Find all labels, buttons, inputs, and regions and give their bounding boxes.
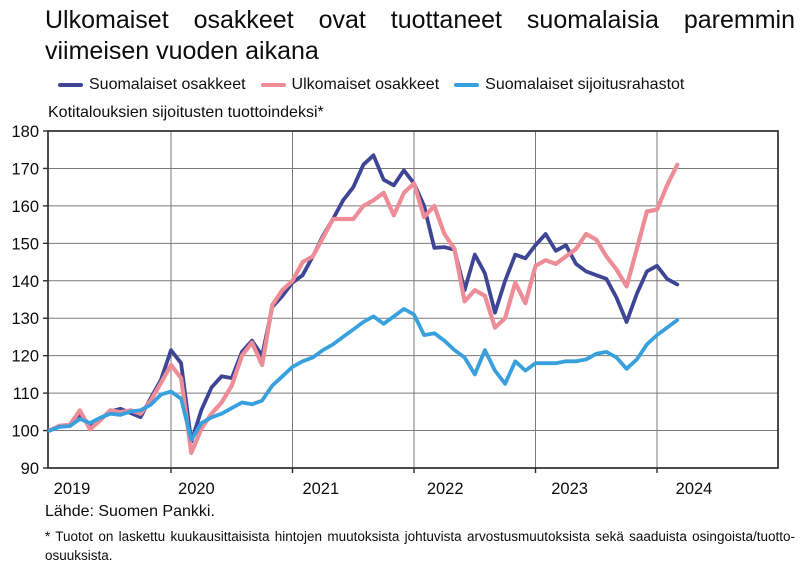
y-axis-label-130: 130 xyxy=(11,310,39,328)
y-axis-label-150: 150 xyxy=(11,235,39,253)
y-axis-label-90: 90 xyxy=(21,460,39,478)
x-axis-label-2020: 2020 xyxy=(178,480,215,498)
legend-item-suomalaiset-osakkeet: Suomalaiset osakkeet xyxy=(58,76,246,94)
legend-label-ulkomaiset-osakkeet: Ulkomaiset osakkeet xyxy=(291,76,440,93)
x-axis-label-2023: 2023 xyxy=(551,480,588,498)
source-note: Lähde: Suomen Pankki. xyxy=(45,503,215,520)
y-axis-label-110: 110 xyxy=(13,385,39,403)
legend-swatch-suomalaiset-osakkeet xyxy=(58,83,83,87)
x-axis-label-2024: 2024 xyxy=(676,480,713,498)
legend-label-suomalaiset-sijoitusrahastot: Suomalaiset sijoitusrahastot xyxy=(485,76,685,93)
tuottoindeksi-line-chart: 90 100 110 120 130 140 150 160 170 180 2019 2020 202… xyxy=(11,123,779,498)
legend-item-ulkomaiset-osakkeet: Ulkomaiset osakkeet xyxy=(260,76,440,94)
axis-subtitle: Kotitalouksien sijoitusten tuottoindeksi… xyxy=(48,104,324,121)
y-axis-label-170: 170 xyxy=(11,160,39,178)
y-axis-label-140: 140 xyxy=(11,273,39,291)
x-axis-label-2019: 2019 xyxy=(54,480,91,498)
y-axis-label-120: 120 xyxy=(11,348,39,366)
legend-swatch-ulkomaiset-osakkeet xyxy=(260,83,286,87)
series-line-suomalaiset-sijoitusrahastot xyxy=(47,306,680,442)
plot-frame xyxy=(47,130,779,469)
legend-label-suomalaiset-osakkeet: Suomalaiset osakkeet xyxy=(89,76,246,93)
series-line-ulkomaiset-osakkeet xyxy=(47,162,680,456)
y-axis-label-160: 160 xyxy=(11,198,39,216)
y-axis-label-100: 100 xyxy=(11,423,39,441)
legend-swatch-suomalaiset-sijoitusrahastot xyxy=(454,83,480,87)
chart-title: Ulkomaiset osakkeet ovat tuottaneet suom… xyxy=(45,6,795,65)
y-axis-label-180: 180 xyxy=(11,123,39,141)
x-axis-label-2021: 2021 xyxy=(302,480,339,498)
series-line-suomalaiset-osakkeet xyxy=(47,153,680,444)
x-axis-label-2022: 2022 xyxy=(427,480,464,498)
legend-item-suomalaiset-sijoitusrahastot: Suomalaiset sijoitusrahastot xyxy=(454,76,684,94)
footnote: * Tuotot on laskettu kuukausittaisista h… xyxy=(45,529,795,563)
chart-legend: Suomalaiset osakkeet Ulkomaiset osakkeet S… xyxy=(58,75,800,95)
